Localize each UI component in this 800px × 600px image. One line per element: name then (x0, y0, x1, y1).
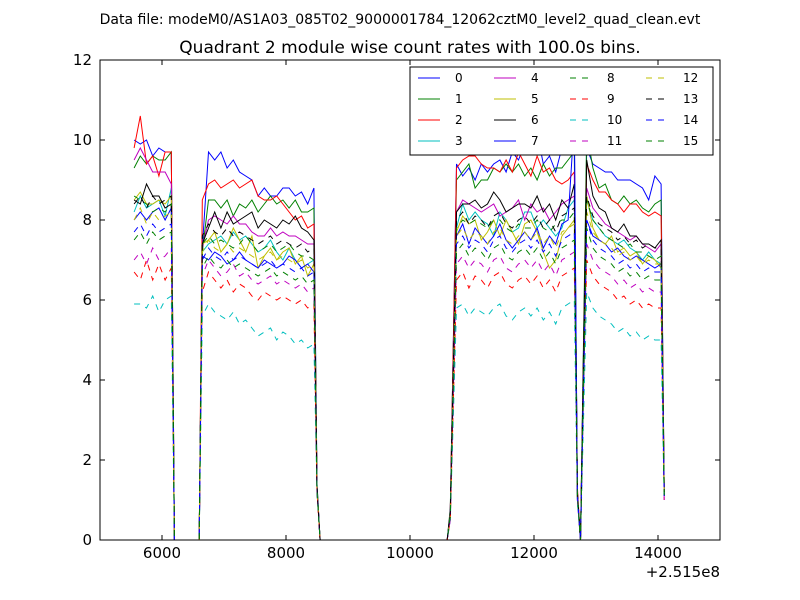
legend-label-0: 0 (455, 71, 463, 85)
legend-label-13: 13 (683, 92, 698, 106)
y-tick-label: 4 (82, 371, 92, 389)
series-layer (133, 115, 665, 540)
y-tick-label: 10 (73, 131, 92, 149)
x-tick-label: 8000 (267, 544, 305, 562)
legend-label-11: 11 (607, 134, 622, 148)
y-tick-label: 12 (73, 51, 92, 69)
legend-label-10: 10 (607, 113, 622, 127)
x-offset-label: +2.515e8 (646, 563, 720, 581)
x-tick-label: 12000 (510, 544, 558, 562)
legend-label-14: 14 (683, 113, 698, 127)
chart-title: Quadrant 2 module wise count rates with … (179, 38, 640, 58)
y-tick-label: 2 (82, 451, 92, 469)
legend-label-8: 8 (607, 71, 615, 85)
legend-frame (409, 66, 714, 156)
series-line-13 (133, 195, 665, 540)
x-tick-label: 10000 (386, 544, 434, 562)
legend-label-6: 6 (531, 113, 539, 127)
y-tick-label: 6 (82, 291, 92, 309)
x-tick-label: 14000 (634, 544, 682, 562)
legend-label-3: 3 (455, 134, 463, 148)
legend-label-12: 12 (683, 71, 698, 85)
legend-label-2: 2 (455, 113, 463, 127)
x-tick-label: 6000 (143, 544, 181, 562)
series-line-15 (133, 227, 665, 540)
figure-suptitle: Data file: modeM0/AS1A03_085T02_90000017… (100, 12, 701, 28)
y-tick-label: 0 (82, 531, 92, 549)
legend-label-7: 7 (531, 134, 539, 148)
y-tick-label: 8 (82, 211, 92, 229)
legend-label-15: 15 (683, 134, 698, 148)
legend-label-9: 9 (607, 92, 615, 106)
legend-label-1: 1 (455, 92, 463, 106)
series-line-14 (133, 219, 665, 540)
legend-label-4: 4 (531, 71, 539, 85)
legend-label-5: 5 (531, 92, 539, 106)
